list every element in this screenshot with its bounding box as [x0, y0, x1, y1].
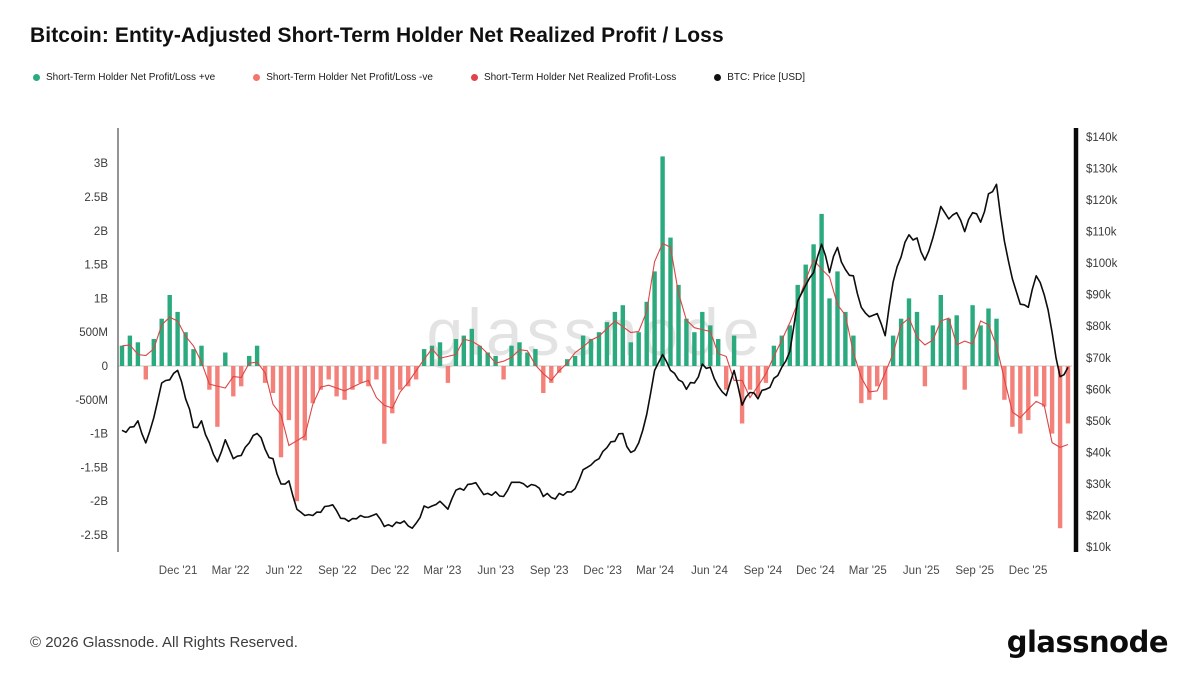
svg-text:Jun '25: Jun '25 [903, 565, 940, 577]
negative-bars [143, 366, 1071, 529]
svg-text:Mar '23: Mar '23 [423, 565, 461, 577]
svg-text:-500M: -500M [75, 395, 108, 407]
svg-text:$120k: $120k [1086, 195, 1118, 207]
svg-text:Dec '22: Dec '22 [371, 565, 410, 577]
svg-text:$10k: $10k [1086, 542, 1111, 554]
svg-text:2.5B: 2.5B [84, 192, 108, 204]
glassnode-logo[interactable]: glassnode [1006, 625, 1169, 659]
svg-text:1.5B: 1.5B [84, 260, 108, 272]
legend: Short-Term Holder Net Profit/Loss +ve Sho… [33, 72, 805, 83]
svg-text:Sep '25: Sep '25 [955, 565, 994, 577]
svg-text:Sep '22: Sep '22 [318, 565, 357, 577]
svg-text:$20k: $20k [1086, 511, 1111, 523]
legend-item-label: BTC: Price [USD] [727, 72, 806, 83]
svg-text:$80k: $80k [1086, 321, 1111, 333]
svg-text:Dec '25: Dec '25 [1009, 565, 1048, 577]
svg-text:$90k: $90k [1086, 290, 1111, 302]
svg-text:2B: 2B [94, 226, 108, 238]
sth-net-profit-loss-positive-dot-icon [33, 74, 40, 81]
svg-text:Sep '24: Sep '24 [744, 565, 783, 577]
svg-text:-2.5B: -2.5B [81, 530, 109, 542]
svg-text:Jun '24: Jun '24 [691, 565, 728, 577]
svg-text:3B: 3B [94, 158, 108, 170]
svg-text:$100k: $100k [1086, 258, 1118, 270]
btc-price-dot-icon [714, 74, 722, 81]
legend-item-label: Short-Term Holder Net Realized Profit-Lo… [483, 72, 677, 83]
svg-text:$50k: $50k [1086, 416, 1111, 428]
svg-text:$110k: $110k [1086, 227, 1117, 239]
svg-text:Dec '21: Dec '21 [159, 565, 198, 577]
svg-text:500M: 500M [79, 327, 108, 339]
svg-text:Mar '24: Mar '24 [636, 565, 675, 577]
svg-text:$30k: $30k [1086, 479, 1111, 491]
copyright-text: © 2026 Glassnode. All Rights Reserved. [30, 634, 298, 651]
svg-text:Jun '22: Jun '22 [266, 565, 303, 577]
svg-text:$40k: $40k [1086, 447, 1111, 459]
page-title: Bitcoin: Entity-Adjusted Short-Term Hold… [30, 24, 724, 47]
realized-profit-loss-line [121, 242, 1069, 449]
svg-text:0: 0 [102, 361, 108, 373]
legend-item-sth-net-realized-profit-loss[interactable]: Short-Term Holder Net Realized Profit-Lo… [470, 72, 677, 83]
sth-net-realized-profit-loss-dot-icon [470, 74, 478, 81]
x-axis-labels: Dec '21 Mar '22 Jun '22 Sep '22 Dec '22 Mar '… [159, 565, 1048, 577]
svg-text:1B: 1B [94, 293, 108, 305]
svg-text:-2B: -2B [90, 496, 108, 508]
svg-text:$70k: $70k [1086, 353, 1111, 365]
right-axis-labels: $140k $130k $120k $110k $100k $90k $80k $70k $60… [1086, 132, 1118, 554]
legend-item-sth-net-profit-loss-negative[interactable]: Short-Term Holder Net Profit/Loss -ve [253, 72, 433, 83]
svg-text:Mar '25: Mar '25 [849, 565, 887, 577]
svg-text:$130k: $130k [1086, 164, 1118, 176]
svg-text:$140k: $140k [1086, 132, 1118, 144]
legend-item-label: Short-Term Holder Net Profit/Loss +ve [46, 72, 216, 83]
svg-text:-1.5B: -1.5B [81, 462, 109, 474]
positive-bars [119, 156, 999, 366]
btc-price-line [121, 183, 1069, 529]
svg-text:-1B: -1B [90, 429, 108, 441]
watermark-text: glassnode [427, 295, 764, 369]
left-axis-labels: 3B 2.5B 2B 1.5B 1B 500M 0 -500M -1B -1.5B -2B -2.5B [75, 158, 108, 542]
sth-net-profit-loss-negative-dot-icon [253, 74, 261, 81]
svg-text:Sep '23: Sep '23 [530, 565, 569, 577]
svg-text:$60k: $60k [1086, 384, 1111, 396]
legend-item-label: Short-Term Holder Net Profit/Loss -ve [266, 72, 433, 83]
svg-text:Dec '23: Dec '23 [583, 565, 622, 577]
legend-item-sth-net-profit-loss-positive[interactable]: Short-Term Holder Net Profit/Loss +ve [33, 72, 215, 83]
legend-item-btc-price[interactable]: BTC: Price [USD] [714, 72, 805, 83]
svg-text:Mar '22: Mar '22 [212, 565, 250, 577]
svg-text:Jun '23: Jun '23 [477, 565, 514, 577]
svg-text:Dec '24: Dec '24 [796, 565, 835, 577]
